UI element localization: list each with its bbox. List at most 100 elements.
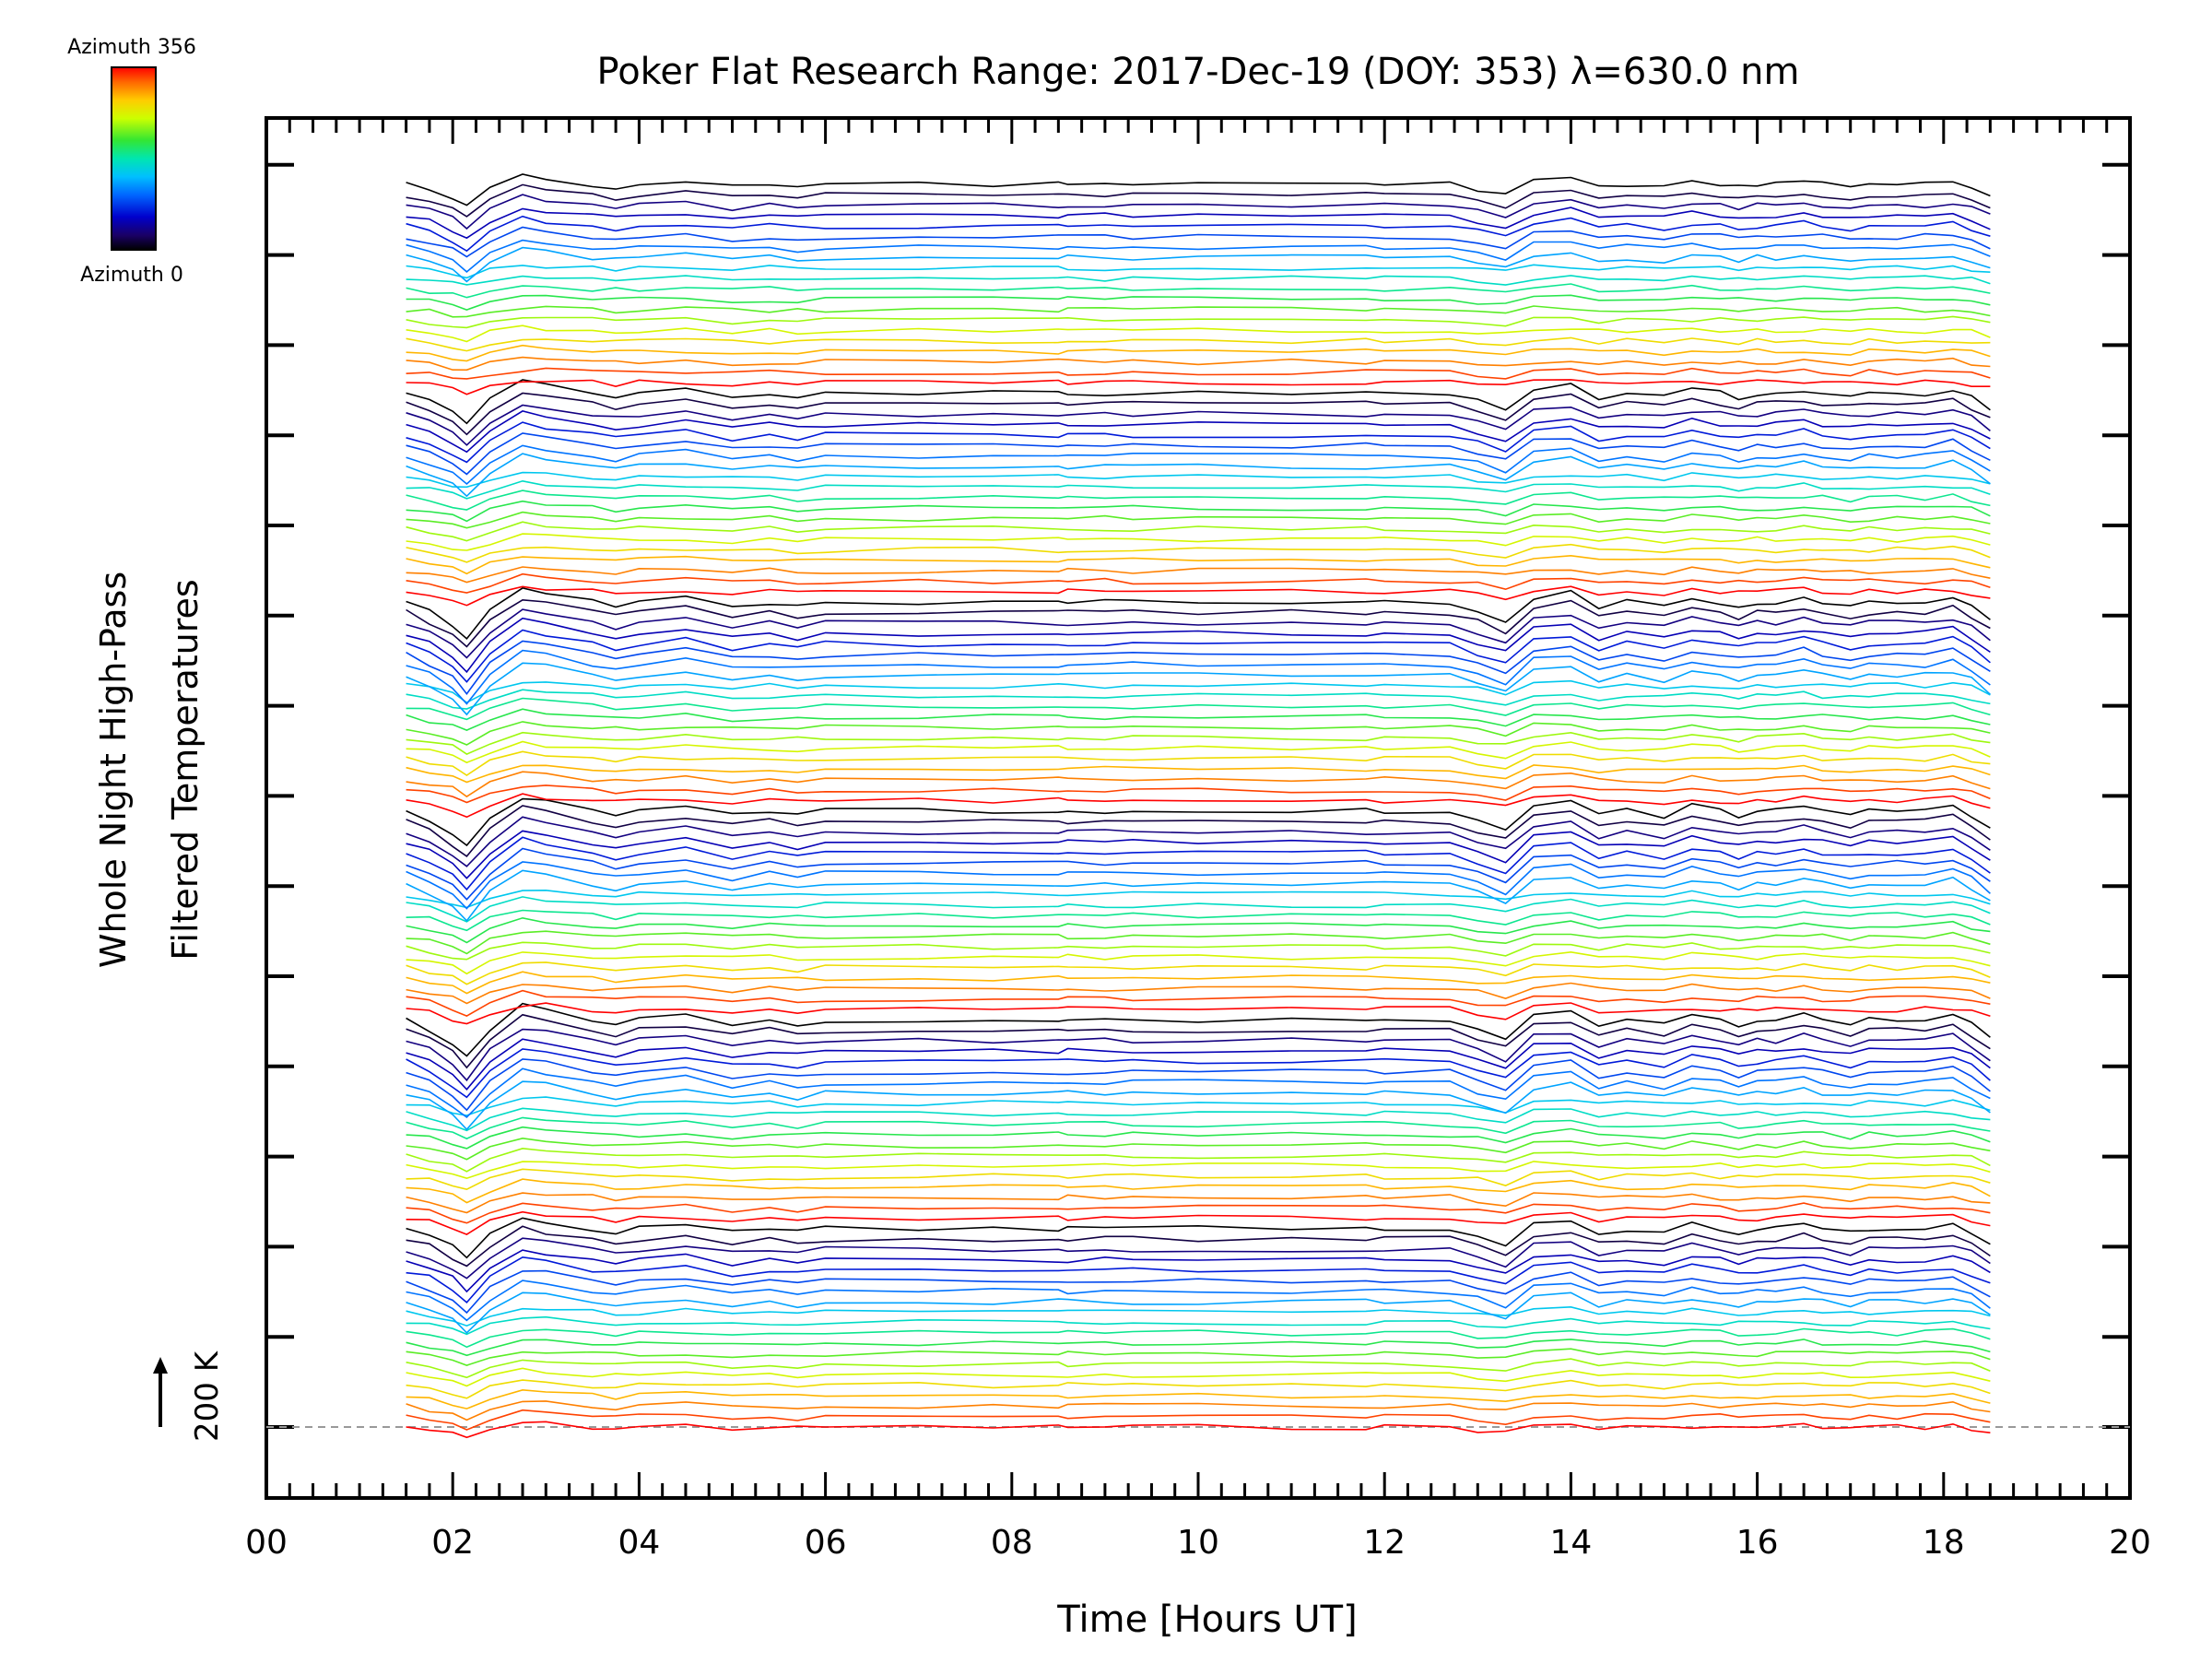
series-line xyxy=(406,444,1991,486)
series-line xyxy=(406,1358,1991,1379)
series-line xyxy=(406,356,1991,372)
scale-arrow-head xyxy=(153,1357,168,1374)
plot-frame xyxy=(265,116,2132,1500)
series-line xyxy=(406,246,1991,283)
series-line xyxy=(406,367,1991,380)
series-line xyxy=(406,215,1991,253)
series-line xyxy=(406,489,1991,511)
series-line xyxy=(406,1217,1991,1259)
series-line xyxy=(406,1137,1991,1161)
series-line xyxy=(406,598,1991,648)
series-line xyxy=(406,587,1991,641)
series-line xyxy=(406,1192,1991,1214)
series-line xyxy=(406,961,1991,985)
series-line xyxy=(406,916,1991,944)
series-line xyxy=(406,784,1991,804)
series-line xyxy=(406,1161,1991,1180)
series-line xyxy=(406,521,1991,542)
series-line xyxy=(406,1400,1991,1421)
series-line xyxy=(406,421,1991,464)
x-tick-label: 06 xyxy=(805,1524,847,1562)
series-line xyxy=(406,1058,1991,1112)
series-line xyxy=(406,1107,1991,1132)
series-line xyxy=(406,617,1991,674)
series-line xyxy=(406,1178,1991,1204)
series-line xyxy=(406,1202,1991,1224)
series-line xyxy=(406,275,1991,286)
series-line xyxy=(406,173,1991,206)
series-line xyxy=(406,410,1991,454)
x-tick-label: 16 xyxy=(1736,1524,1779,1562)
series-line xyxy=(406,771,1991,798)
series-line xyxy=(406,640,1991,696)
series-line xyxy=(406,194,1991,230)
series-line xyxy=(406,183,1991,218)
series-line xyxy=(406,649,1991,705)
series-line xyxy=(406,805,1991,857)
series-line xyxy=(406,869,1991,923)
series-line xyxy=(406,1348,1991,1366)
x-tick-label: 02 xyxy=(431,1524,474,1562)
y-axis-label-line1: Whole Night High-Pass xyxy=(93,572,134,968)
series-line xyxy=(406,941,1991,961)
series-line xyxy=(406,708,1991,731)
series-line xyxy=(406,1225,1991,1268)
x-tick-label: 12 xyxy=(1363,1524,1406,1562)
series-line xyxy=(406,662,1991,716)
series-line xyxy=(406,679,1991,704)
series-line xyxy=(406,1249,1991,1293)
series-line xyxy=(406,731,1991,756)
series-line xyxy=(406,500,1991,523)
series-line xyxy=(406,379,1991,425)
series-line xyxy=(406,566,1991,584)
x-tick-label: 08 xyxy=(991,1524,1033,1562)
series-line xyxy=(406,1002,1991,1025)
series-line xyxy=(406,432,1991,476)
series-line xyxy=(406,989,1991,1017)
series-line xyxy=(406,830,1991,879)
series-line xyxy=(406,797,1991,847)
series-line xyxy=(406,836,1991,891)
series-line xyxy=(406,264,1991,279)
series-line xyxy=(406,1291,1991,1334)
scale-label: 200 K xyxy=(189,1350,226,1442)
series-line xyxy=(406,740,1991,764)
x-tick-label: 00 xyxy=(245,1524,288,1562)
series-line xyxy=(406,453,1991,498)
series-line xyxy=(406,1147,1991,1173)
series-line xyxy=(406,572,1991,594)
series-line xyxy=(406,861,1991,910)
series-line xyxy=(406,930,1991,955)
series-line xyxy=(406,294,1991,311)
x-tick-label: 04 xyxy=(618,1524,660,1562)
x-tick-label: 18 xyxy=(1923,1524,1965,1562)
series-line xyxy=(406,336,1991,352)
series-line xyxy=(406,1096,1991,1116)
series-line xyxy=(406,1269,1991,1315)
series-line xyxy=(406,206,1991,240)
series-line xyxy=(406,1116,1991,1140)
series-line xyxy=(406,1256,1991,1304)
series-line xyxy=(406,847,1991,901)
series-line xyxy=(406,1315,1991,1336)
series-line xyxy=(406,1013,1991,1069)
traces xyxy=(406,173,1991,1439)
series-line xyxy=(406,226,1991,258)
series-line xyxy=(406,1305,1991,1327)
series-line xyxy=(406,1280,1991,1322)
series-line xyxy=(406,1327,1991,1349)
series-line xyxy=(406,1421,1991,1439)
x-tick-labels: 00 02 04 06 08 10 12 14 16 18 20 xyxy=(245,1524,2151,1562)
series-line xyxy=(406,305,1991,318)
series-line xyxy=(406,889,1991,909)
series-line xyxy=(406,608,1991,659)
series-line xyxy=(406,1067,1991,1118)
x-tick-label: 10 xyxy=(1177,1524,1219,1562)
colorbar-top-label: Azimuth 356 xyxy=(67,36,196,59)
colorbar-gradient xyxy=(111,66,157,251)
series-line xyxy=(406,750,1991,776)
series-line xyxy=(406,543,1991,563)
series-line xyxy=(406,689,1991,710)
